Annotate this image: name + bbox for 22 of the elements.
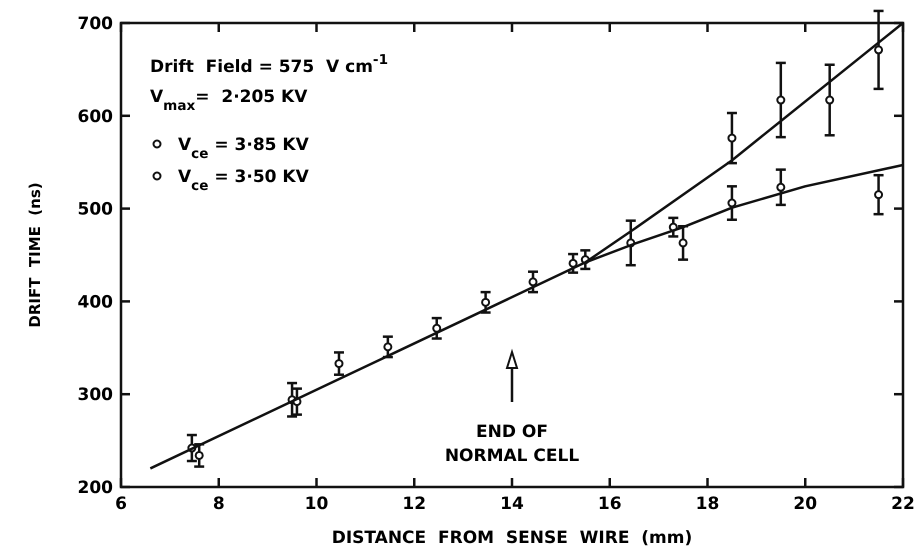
legend-label: V$_{ce}$ = 3·50 KV: [178, 167, 310, 194]
y-axis-title: DRIFT TIME (ns): [26, 182, 44, 328]
x-tick-label: 16: [598, 494, 622, 514]
x-tick-label: 18: [696, 494, 720, 514]
x-tick-label: 12: [402, 494, 426, 514]
y-tick-label: 700: [78, 14, 114, 34]
x-axis-title: DISTANCE FROM SENSE WIRE (mm): [332, 528, 692, 548]
annotation: END OF NORMAL CELL: [444, 422, 580, 466]
x-tick-label: 14: [500, 494, 524, 514]
x-tick-label: 10: [304, 494, 328, 514]
y-tick-label: 400: [78, 292, 114, 312]
y-tick-label: 200: [78, 478, 114, 498]
x-tick-label: 22: [891, 494, 915, 514]
x-tick-label: 6: [115, 494, 127, 514]
legend-label: V$_{ce}$ = 3·85 KV: [178, 135, 310, 162]
y-tick-label: 600: [78, 106, 114, 127]
annotation: Drift Field = 575 V cm$^{-1}$: [150, 52, 388, 77]
y-tick-label: 500: [78, 200, 114, 220]
y-tick-label: 300: [78, 385, 114, 406]
annotation: V$_{max}$= 2·205 KV: [150, 87, 308, 114]
x-tick-label: 20: [793, 494, 818, 514]
x-tick-label: 8: [212, 494, 225, 514]
